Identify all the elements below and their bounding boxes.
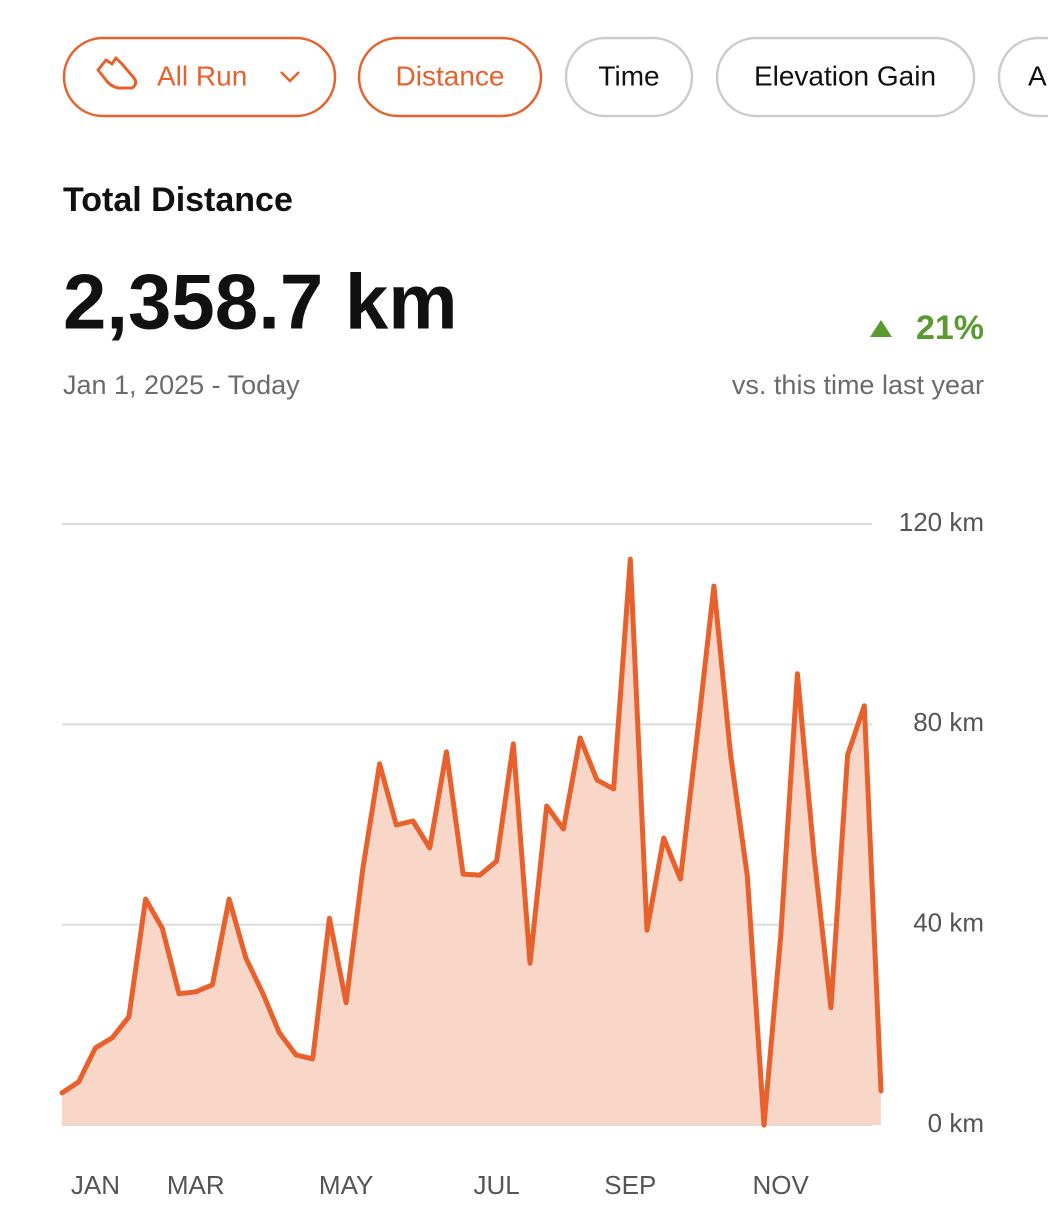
shoe-icon (96, 56, 138, 90)
x-tick-label: MAR (167, 1170, 225, 1200)
y-tick-label: 80 km (913, 707, 984, 737)
chip-label: A (1028, 60, 1047, 91)
change-note: vs. this time last year (732, 370, 984, 400)
filter-chip[interactable]: Time (564, 36, 694, 118)
chip-label: All Run (157, 60, 247, 91)
summary-title: Total Distance (63, 181, 293, 219)
line (59, 556, 884, 1128)
total-value: 2,358.7 km (63, 258, 458, 346)
x-tick-label: JAN (71, 1170, 120, 1200)
y-tick-label: 120 km (899, 507, 984, 537)
filter-chip[interactable]: Elevation Gain (715, 36, 976, 118)
x-tick-label: JUL (473, 1170, 519, 1200)
up-arrow (870, 320, 892, 337)
y-tick-label: 0 km (928, 1108, 984, 1138)
chip-border (997, 36, 1048, 118)
chip-border (715, 36, 976, 118)
chip-border (62, 36, 337, 118)
x-tick-label: MAY (319, 1170, 373, 1200)
filter-chip[interactable]: Distance (357, 36, 543, 118)
chip-label: Distance (396, 60, 505, 91)
x-tick-label: SEP (604, 1170, 656, 1200)
chip-border (357, 36, 543, 118)
chip-label: Elevation Gain (754, 60, 936, 91)
x-tick-label: NOV (753, 1170, 810, 1200)
y-tick-label: 40 km (913, 908, 984, 938)
chevron (280, 71, 300, 83)
chip-border (564, 36, 694, 118)
period: Jan 1, 2025 - Today (63, 370, 300, 400)
change-value: 21% (916, 309, 984, 347)
filter-chip[interactable]: A (997, 36, 1048, 118)
chip-label: Time (598, 60, 659, 91)
area-fill (62, 559, 881, 1125)
filter-chip[interactable]: All Run (62, 36, 337, 118)
